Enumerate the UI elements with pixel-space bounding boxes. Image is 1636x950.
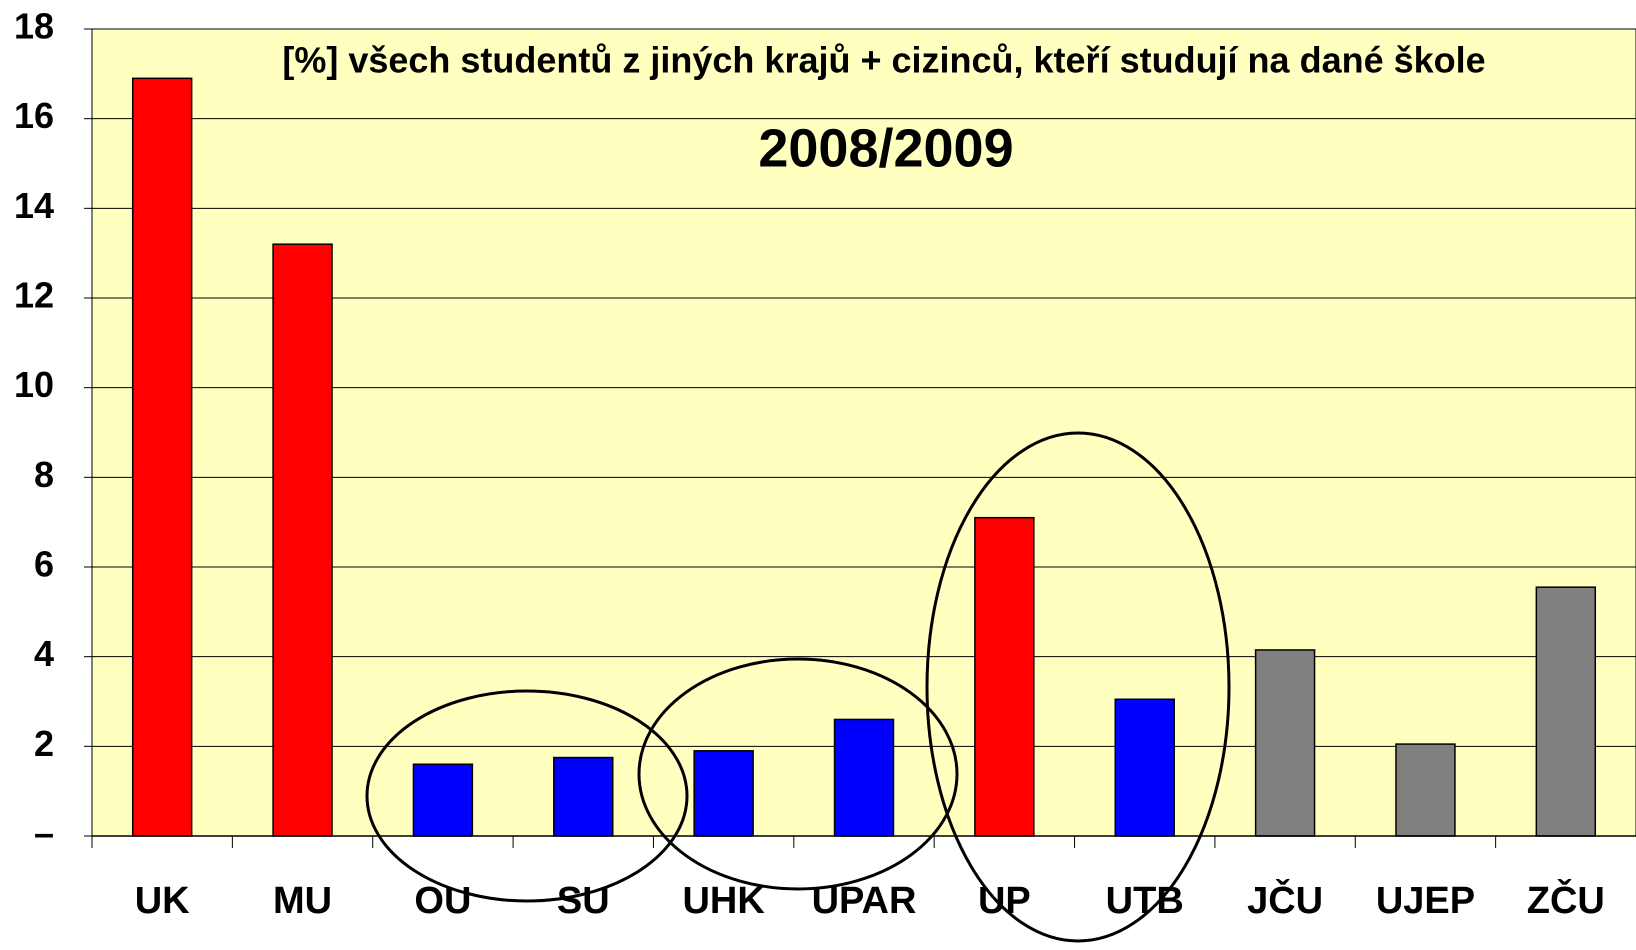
bar [1395,743,1456,837]
bar [693,750,754,837]
y-tick-label: 8 [34,454,54,495]
x-tick-label: UHK [682,880,765,922]
x-tick-label: UJEP [1376,880,1475,922]
bar [1114,698,1175,837]
bar [272,243,333,837]
y-tick-label: – [34,813,54,854]
bar [1254,649,1316,837]
bar [974,516,1035,837]
highlight-ellipse [365,689,689,903]
bar [412,763,474,837]
bar [833,718,895,837]
y-tick-label: 14 [14,185,54,226]
y-tick-label: 18 [14,6,54,47]
y-tick-label: 16 [14,95,54,136]
y-tick-label: 2 [34,723,54,764]
y-tick-label: 4 [34,633,54,674]
y-tick-label: 12 [14,275,54,316]
x-tick-label: OU [414,880,471,922]
bar [131,77,193,837]
chart-subtitle: 2008/2009 [758,118,1013,178]
x-tick-label: UK [135,880,190,922]
x-tick-label: SU [557,880,610,922]
x-tick-label: MU [273,880,332,922]
y-tick-label: 10 [14,364,54,405]
highlight-ellipse [637,657,959,891]
plot-area [91,28,1636,837]
bar [1535,586,1597,837]
highlight-ellipse [925,431,1231,943]
x-tick-label: ZČU [1527,877,1605,922]
x-tick-label: JČU [1247,877,1323,922]
y-tick-label: 6 [34,544,54,585]
chart-title: [%] všech studentů z jiných krajů + cizi… [282,40,1485,81]
bar [553,756,614,837]
